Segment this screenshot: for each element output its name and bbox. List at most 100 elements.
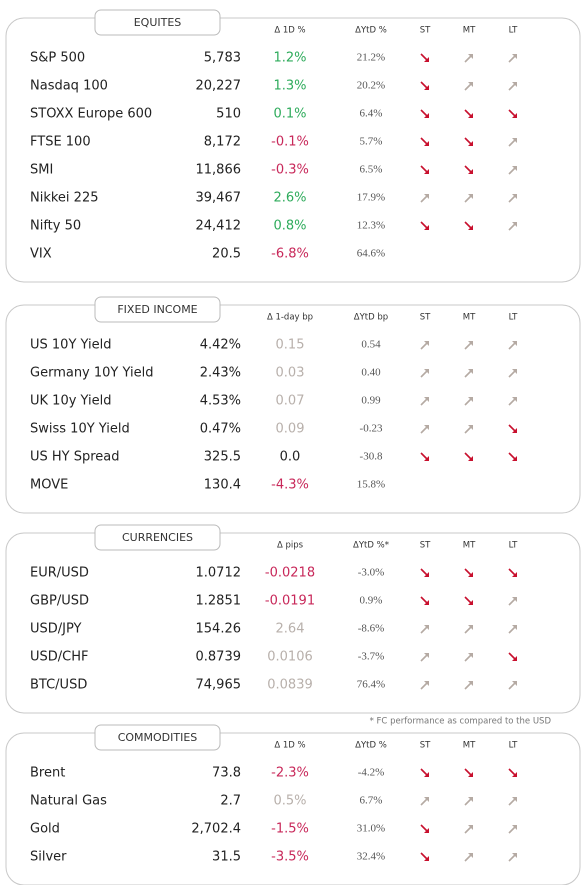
trend-arrow-down <box>464 137 473 146</box>
trend-arrow-up <box>508 54 517 63</box>
row-ytd: 21.2% <box>357 52 385 64</box>
trend-arrow-up <box>420 797 429 806</box>
section-tab <box>94 724 221 751</box>
arrow-head <box>468 625 473 630</box>
row-change: 0.09 <box>276 422 305 437</box>
trend-arrow-down <box>420 824 429 833</box>
row-change: 0.15 <box>276 338 305 353</box>
column-header: LT <box>509 26 519 36</box>
arrow-head <box>512 797 517 802</box>
column-header: ST <box>420 741 431 751</box>
arrow-head <box>424 369 429 374</box>
row-ytd: 0.40 <box>361 367 381 379</box>
trend-arrow-up <box>464 369 473 378</box>
row-ytd: -0.23 <box>360 423 383 435</box>
row-change: 0.03 <box>276 366 305 381</box>
row-name: EUR/USD <box>30 566 89 581</box>
row-name: UK 10y Yield <box>30 394 112 409</box>
row-change: 1.2% <box>273 51 306 66</box>
trend-arrow-up <box>464 681 473 690</box>
row-value: 39,467 <box>196 191 242 206</box>
section-title: FIXED INCOME <box>117 303 197 316</box>
arrow-head <box>512 82 517 87</box>
column-header: MT <box>463 541 476 551</box>
trend-arrow-up <box>420 681 429 690</box>
row-name: Nifty 50 <box>30 219 81 234</box>
arrow-head <box>512 625 517 630</box>
arrow-head <box>424 681 429 686</box>
row-name: Brent <box>30 766 65 781</box>
trend-arrow-up <box>464 653 473 662</box>
row-ytd: 76.4% <box>357 679 385 691</box>
arrow-head <box>512 853 517 858</box>
column-header: ΔYtD bp <box>354 313 388 323</box>
column-header: LT <box>509 741 519 751</box>
row-ytd: -3.0% <box>358 567 385 579</box>
trend-arrow-down <box>420 165 429 174</box>
trend-arrow-up <box>464 397 473 406</box>
row-change: 1.3% <box>273 79 306 94</box>
arrow-head <box>424 653 429 658</box>
trend-arrow-down <box>508 452 517 461</box>
trend-arrow-up <box>420 369 429 378</box>
row-value: 325.5 <box>204 450 241 465</box>
arrow-head <box>468 397 473 402</box>
arrow-head <box>424 225 429 230</box>
arrow-head <box>468 54 473 59</box>
arrow-head <box>424 456 429 461</box>
trend-arrow-down <box>420 221 429 230</box>
column-header: ST <box>420 313 431 323</box>
arrow-head <box>512 113 517 118</box>
row-name: Germany 10Y Yield <box>30 366 153 381</box>
arrow-head <box>512 825 517 830</box>
row-value: 154.26 <box>196 622 242 637</box>
trend-arrow-up <box>508 597 517 606</box>
trend-arrow-up <box>420 341 429 350</box>
row-value: 74,965 <box>196 678 242 693</box>
row-value: 4.53% <box>200 394 241 409</box>
row-ytd: 5.7% <box>360 136 383 148</box>
row-value: 510 <box>216 107 241 122</box>
arrow-head <box>424 341 429 346</box>
row-change: 2.64 <box>276 622 305 637</box>
arrow-head <box>468 825 473 830</box>
trend-arrow-down <box>508 652 517 661</box>
row-change: 0.8% <box>273 219 306 234</box>
column-header: Δ 1-day bp <box>267 313 313 323</box>
trend-arrow-up <box>508 825 517 834</box>
trend-arrow-up <box>508 397 517 406</box>
trend-arrow-down <box>464 221 473 230</box>
arrow-head <box>512 341 517 346</box>
arrow-head <box>512 656 517 661</box>
row-change: -1.5% <box>271 822 309 837</box>
trend-arrow-up <box>508 797 517 806</box>
arrow-head <box>424 625 429 630</box>
row-value: 8,172 <box>204 135 241 150</box>
row-ytd: 15.8% <box>357 479 385 491</box>
arrow-head <box>468 194 473 199</box>
trend-arrow-up <box>464 825 473 834</box>
trend-arrow-down <box>464 768 473 777</box>
arrow-head <box>512 222 517 227</box>
arrow-head <box>468 853 473 858</box>
row-name: Swiss 10Y Yield <box>30 422 130 437</box>
section-tab <box>94 9 221 36</box>
row-ytd: 64.6% <box>357 248 385 260</box>
row-name: S&P 500 <box>30 51 85 66</box>
column-header: LT <box>509 313 519 323</box>
row-ytd: -4.2% <box>358 767 385 779</box>
column-header: MT <box>463 26 476 36</box>
row-value: 5,783 <box>204 51 241 66</box>
arrow-head <box>512 772 517 777</box>
row-value: 130.4 <box>204 478 241 493</box>
arrow-head <box>468 681 473 686</box>
arrow-head <box>512 456 517 461</box>
column-header: ST <box>420 26 431 36</box>
trend-arrow-up <box>420 653 429 662</box>
row-name: VIX <box>30 247 52 262</box>
row-change: -2.3% <box>271 766 309 781</box>
trend-arrow-down <box>420 81 429 90</box>
trend-arrow-down <box>420 53 429 62</box>
row-value: 1.2851 <box>196 594 242 609</box>
row-name: Silver <box>30 850 67 865</box>
